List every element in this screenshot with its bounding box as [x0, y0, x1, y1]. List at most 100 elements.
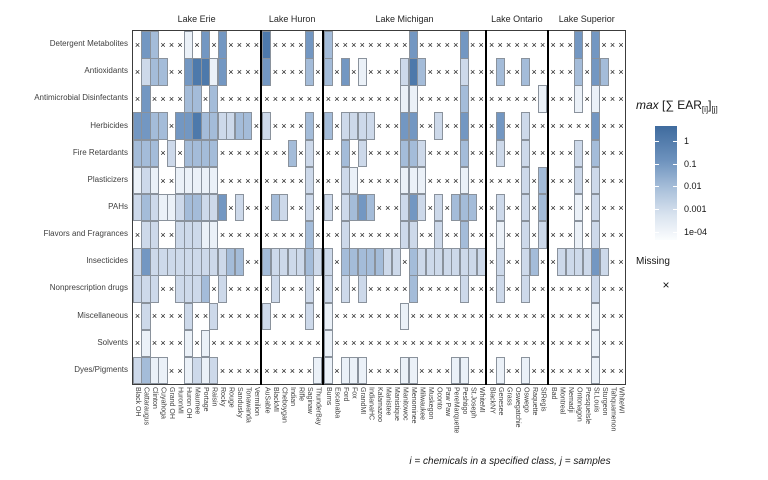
missing-marker: × [550, 365, 556, 376]
missing-marker: × [376, 338, 382, 349]
x-axis-label: Grand OH [163, 387, 179, 459]
facet-label: Lake Ontario [491, 14, 543, 24]
x-axis-label: Ford [337, 387, 353, 459]
missing-marker: × [281, 94, 287, 105]
missing-marker: × [236, 365, 243, 376]
heatmap-tile [591, 166, 601, 195]
missing-marker: × [351, 94, 357, 105]
missing-marker: × [228, 94, 234, 105]
x-axis-label-text: WhiteMI [477, 387, 485, 413]
missing-marker: × [609, 256, 616, 267]
legend-title-sub-j: [j] [711, 105, 718, 114]
heatmap-tile [262, 112, 272, 140]
x-axis-label: St.Joseph [464, 387, 480, 459]
missing-marker: × [368, 175, 374, 186]
missing-marker: × [436, 94, 442, 105]
missing-marker: × [368, 365, 374, 376]
missing-marker: × [253, 229, 260, 240]
missing-marker: × [497, 338, 503, 349]
x-axis-label: BlackNY [483, 387, 499, 459]
missing-marker: × [368, 39, 374, 50]
heatmap-tile [574, 31, 584, 59]
heatmap-tile [521, 139, 531, 168]
missing-marker: × [289, 175, 295, 186]
missing-marker: × [194, 311, 200, 322]
missing-marker: × [575, 121, 582, 132]
heatmap-tile [408, 85, 418, 113]
missing-marker: × [618, 284, 624, 295]
missing-marker: × [609, 229, 616, 240]
missing-marker: × [245, 148, 251, 159]
missing-marker: × [470, 66, 476, 77]
missing-marker: × [550, 311, 556, 322]
x-axis-label: Maumee [188, 387, 204, 459]
missing-marker: × [298, 121, 304, 132]
heatmap-tile [591, 329, 601, 358]
missing-marker: × [253, 94, 260, 105]
heatmap-tile [183, 302, 194, 331]
missing-marker: × [236, 229, 243, 240]
heatmap-tile [357, 356, 367, 385]
missing-marker: × [325, 148, 331, 159]
missing-marker: × [453, 39, 459, 50]
missing-marker: × [497, 39, 503, 50]
x-axis-label-text: Kalamazoo [375, 387, 383, 423]
heatmap-tile [304, 139, 314, 168]
heatmap-tile [408, 275, 418, 303]
heatmap-tile [400, 302, 410, 331]
missing-marker: × [436, 284, 442, 295]
missing-marker: × [506, 94, 512, 105]
missing-marker: × [236, 284, 243, 295]
missing-marker: × [151, 338, 158, 349]
missing-marker: × [298, 148, 304, 159]
legend-title-sub-i: [i] [701, 105, 709, 114]
panel-lake-superior: × × × × × × × × × × × × × × × × × × × × × × × × × × × × × × × × × × × × × × × ×… [548, 30, 625, 385]
missing-marker: × [478, 311, 484, 322]
missing-marker: × [558, 175, 565, 186]
missing-marker: × [368, 338, 374, 349]
missing-marker: × [531, 148, 537, 159]
missing-marker: × [177, 338, 183, 349]
x-axis-label-text: Saginaw [306, 387, 314, 414]
x-axis-label: Fox [345, 387, 361, 459]
legend-title-max: max [636, 98, 659, 112]
facet-divider [321, 30, 324, 385]
missing-marker: × [253, 121, 260, 132]
missing-marker: × [427, 175, 433, 186]
missing-marker: × [168, 338, 175, 349]
x-axis-label-text: Portage [202, 387, 210, 412]
missing-marker: × [264, 175, 270, 186]
x-axis-label: Cattaraugus [137, 387, 153, 459]
missing-marker: × [531, 229, 537, 240]
missing-marker: × [618, 338, 624, 349]
missing-marker: × [514, 229, 520, 240]
missing-marker: × [168, 229, 175, 240]
missing-marker: × [470, 284, 476, 295]
missing-marker: × [253, 202, 260, 213]
missing-marker: × [609, 148, 616, 159]
missing-marker: × [298, 94, 304, 105]
missing-marker: × [351, 229, 357, 240]
missing-marker: × [601, 148, 607, 159]
missing-marker: × [601, 94, 607, 105]
x-axis-label: Cuyahoga [154, 387, 170, 459]
missing-marker: × [253, 284, 260, 295]
missing-marker: × [351, 39, 357, 50]
missing-marker: × [489, 121, 495, 132]
missing-marker: × [385, 365, 391, 376]
missing-marker: × [601, 338, 607, 349]
missing-marker: × [245, 175, 251, 186]
legend-missing-label: Missing [636, 256, 670, 267]
x-axis-label: Manitowoc [396, 387, 412, 459]
missing-marker: × [436, 311, 442, 322]
missing-marker: × [298, 284, 304, 295]
missing-marker: × [567, 66, 573, 77]
x-axis-label-text: GrandMI [359, 387, 366, 415]
missing-marker: × [584, 284, 590, 295]
heatmap-tile [200, 329, 210, 358]
facet-label: Lake Superior [558, 14, 615, 24]
heatmap-tile [279, 193, 289, 222]
missing-marker: × [315, 311, 321, 322]
missing-marker: × [567, 284, 573, 295]
missing-marker: × [558, 94, 565, 105]
